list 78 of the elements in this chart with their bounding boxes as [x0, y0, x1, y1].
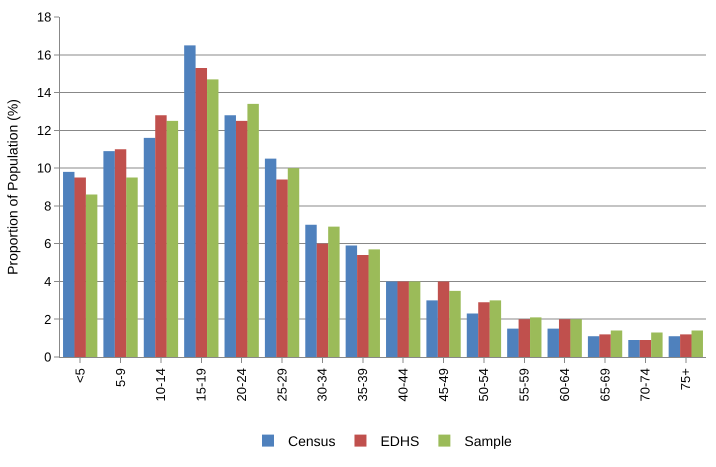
bar — [196, 68, 208, 357]
x-tick-label: 50-54 — [476, 368, 492, 402]
bar — [207, 79, 218, 357]
bar — [530, 317, 542, 357]
x-tick-label: 5-9 — [112, 368, 128, 387]
bar — [588, 336, 600, 357]
x-tick-label: 40-44 — [395, 368, 410, 402]
y-tick-label: 6 — [44, 236, 52, 252]
bar — [368, 249, 380, 357]
bar — [490, 300, 502, 357]
bar — [86, 194, 98, 357]
x-tick-label: 35-39 — [355, 368, 370, 402]
bar — [507, 328, 519, 357]
bar — [478, 302, 490, 357]
bar — [692, 330, 703, 357]
bar — [599, 334, 611, 357]
x-tick-label: 65-69 — [597, 368, 612, 402]
legend-label: EDHS — [380, 433, 420, 450]
x-tick-label: 10-14 — [153, 368, 168, 402]
bar — [357, 255, 369, 357]
bar — [346, 246, 358, 357]
bar — [247, 104, 259, 357]
bar — [610, 330, 622, 357]
bar — [155, 115, 167, 357]
x-tick-label: 25-29 — [274, 368, 290, 402]
y-tick-label: 12 — [36, 122, 52, 138]
bar — [184, 45, 196, 357]
bar — [264, 158, 276, 357]
bar — [114, 149, 126, 357]
bar — [103, 151, 115, 357]
bar — [466, 314, 478, 357]
x-tick-label: 15-19 — [194, 368, 209, 402]
bar — [328, 226, 340, 357]
bar — [74, 178, 86, 357]
y-tick-label: 2 — [44, 312, 52, 327]
bar — [288, 168, 300, 357]
y-tick-label: 0 — [44, 350, 52, 365]
bar — [397, 281, 409, 357]
x-tick-label: 60-64 — [556, 368, 572, 402]
x-tick-label: 30-34 — [314, 368, 330, 402]
bar — [640, 340, 652, 357]
y-axis-title: Proportion of Population (%) — [4, 99, 21, 275]
y-tick-label: 18 — [36, 10, 52, 25]
bar — [305, 224, 317, 357]
bar — [426, 300, 438, 357]
bar — [558, 319, 570, 357]
x-tick-label: 55-59 — [516, 368, 532, 402]
bar — [166, 120, 178, 357]
bar — [236, 120, 248, 357]
bar — [680, 334, 692, 357]
x-tick-label: 20-24 — [234, 368, 249, 402]
bar — [144, 138, 156, 357]
bar — [518, 319, 530, 357]
legend-label: Census — [288, 433, 336, 450]
x-tick-label: 70-74 — [638, 368, 653, 402]
y-tick-label: 10 — [36, 160, 52, 176]
x-tick-label: 75+ — [678, 368, 694, 390]
bar — [386, 281, 398, 357]
bar — [651, 332, 663, 357]
bar — [570, 319, 582, 357]
bar — [408, 281, 420, 357]
bar — [126, 178, 138, 357]
y-tick-label: 4 — [44, 274, 52, 289]
bar — [628, 340, 640, 357]
x-tick-label: 45-49 — [436, 368, 451, 402]
bar — [438, 281, 450, 357]
legend-label: Sample — [464, 433, 512, 450]
bar — [224, 115, 236, 357]
bar — [316, 244, 328, 357]
x-tick-label: <5 — [72, 368, 88, 384]
bar — [63, 172, 74, 357]
y-tick-label: 8 — [44, 198, 52, 214]
bar — [276, 179, 288, 357]
bar — [668, 336, 680, 357]
bar — [449, 290, 461, 357]
y-tick-label: 14 — [36, 85, 52, 100]
y-tick-label: 16 — [36, 47, 52, 62]
bar — [548, 328, 559, 357]
